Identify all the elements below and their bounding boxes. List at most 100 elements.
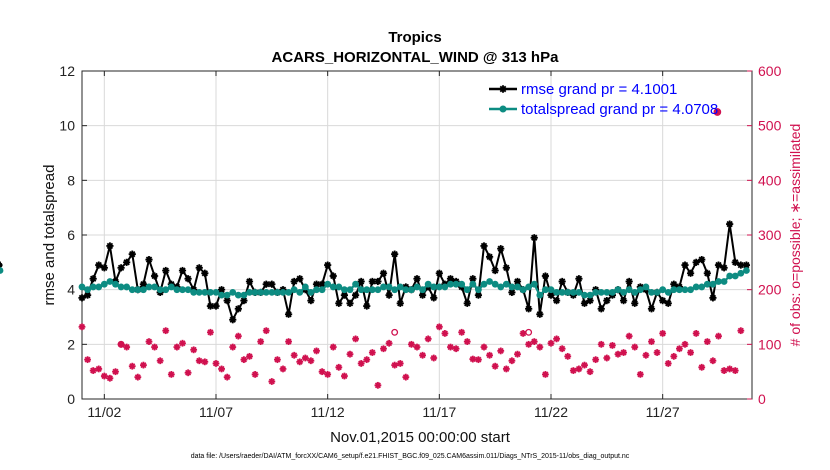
obs-assimilated-marker [162,327,170,335]
y-tick-label: 12 [59,63,75,79]
totalspread-point [195,289,203,296]
totalspread-point [653,289,661,296]
rmse-point-star [541,272,550,280]
rmse-point-star [385,291,393,299]
obs-assimilated-marker [424,335,432,343]
obs-assimilated-marker [257,338,265,345]
totalspread-point [162,286,170,294]
legend-totalspread-label: totalspread grand pr = 4.0708 [521,101,718,118]
obs-assimilated-marker [542,371,549,378]
obs-assimilated-marker [731,367,739,374]
totalspread-point [296,289,304,296]
obs-assimilated-marker [251,371,259,378]
obs-assimilated-marker [463,338,471,345]
obs-assimilated-marker [229,343,237,351]
rmse-point-star [346,299,354,307]
obs-assimilated-marker [497,347,505,355]
obs-assimilated-marker [715,332,722,340]
totalspread-point [140,286,147,294]
y-tick-label: 6 [67,227,75,243]
chart-title: Tropics [388,29,441,46]
totalspread-point [341,286,348,294]
totalspread-point [497,283,505,291]
totalspread-point [519,286,527,294]
legend-rmse-marker [499,85,507,93]
totalspread-point [664,289,672,296]
obs-assimilated-marker [89,367,97,374]
obs-assimilated-marker [112,368,119,376]
totalspread-point [313,286,320,294]
totalspread-point [581,291,588,299]
rmse-point-star [335,299,343,307]
totalspread-point [301,283,309,291]
obs-assimilated-marker [687,349,694,356]
obs-assimilated-marker [547,339,555,347]
totalspread-point [648,289,655,296]
totalspread-point [385,283,393,291]
rmse-point-star [195,264,203,272]
rmse-point-star [430,294,438,302]
obs-assimilated-marker [173,343,181,351]
rmse-point-star [536,310,544,318]
rmse-point-star [664,299,672,307]
totalspread-point [614,286,622,294]
totalspread-point [586,291,594,299]
obs-assimilated-marker [335,363,343,371]
totalspread-point [715,278,722,285]
legend-totalspread-marker [499,105,507,113]
totalspread-point [687,286,694,294]
totalspread-point [184,286,192,294]
rmse-point-star [368,277,376,286]
obs-assimilated-outlier-marker [713,108,721,116]
rmse-point-star [229,316,237,324]
totalspread-point [246,289,253,296]
rmse-point-star [128,250,136,258]
obs-assimilated-marker [123,343,131,351]
totalspread-point [609,289,616,296]
totalspread-point [357,286,365,294]
obs-assimilated-marker [676,345,683,353]
totalspread-point [307,289,315,296]
obs-assimilated-marker [486,351,493,359]
totalspread-point [536,291,544,299]
obs-assimilated-marker [357,360,365,367]
obs-assimilated-marker [167,371,175,378]
legend-rmse-star [499,85,507,93]
rmse-point-star [463,299,471,307]
obs-assimilated-marker [385,339,393,347]
obs-assimilated-marker [703,338,711,345]
totalspread-point [262,289,270,296]
rmse-point-star [240,297,248,305]
rmse-point-star [603,297,611,305]
obs-assimilated-marker [681,340,689,348]
totalspread-point [218,291,225,299]
totalspread-point [731,272,739,280]
rmse-point-star [357,277,365,286]
obs-assimilated-marker [441,330,449,337]
totalspread-point [486,278,493,285]
rmse-point-star [363,302,371,310]
rmse-point-star [703,269,711,277]
rmse-point-star [307,297,315,305]
obs-assimilated-marker [234,332,242,340]
totalspread-point [681,286,689,294]
rmse-point-star [525,305,533,313]
rmse-point-star [178,266,187,275]
rmse-point-star [150,272,159,280]
totalspread-point [112,280,119,288]
obs-assimilated-marker [212,360,220,367]
obs-assimilated-marker [430,354,438,362]
totalspread-point [620,289,627,296]
totalspread-point [743,267,750,274]
y-right-tick-label: 400 [758,172,782,188]
rmse-point-star [502,264,510,272]
obs-assimilated-marker [603,354,611,362]
rmse-point-star [139,280,148,288]
totalspread-point [151,283,158,291]
obs-assimilated-marker [508,357,516,365]
totalspread-point [402,286,410,294]
totalspread-point [391,286,399,294]
totalspread-point [368,286,376,294]
totalspread-point [95,283,103,291]
totalspread-point [179,286,186,294]
